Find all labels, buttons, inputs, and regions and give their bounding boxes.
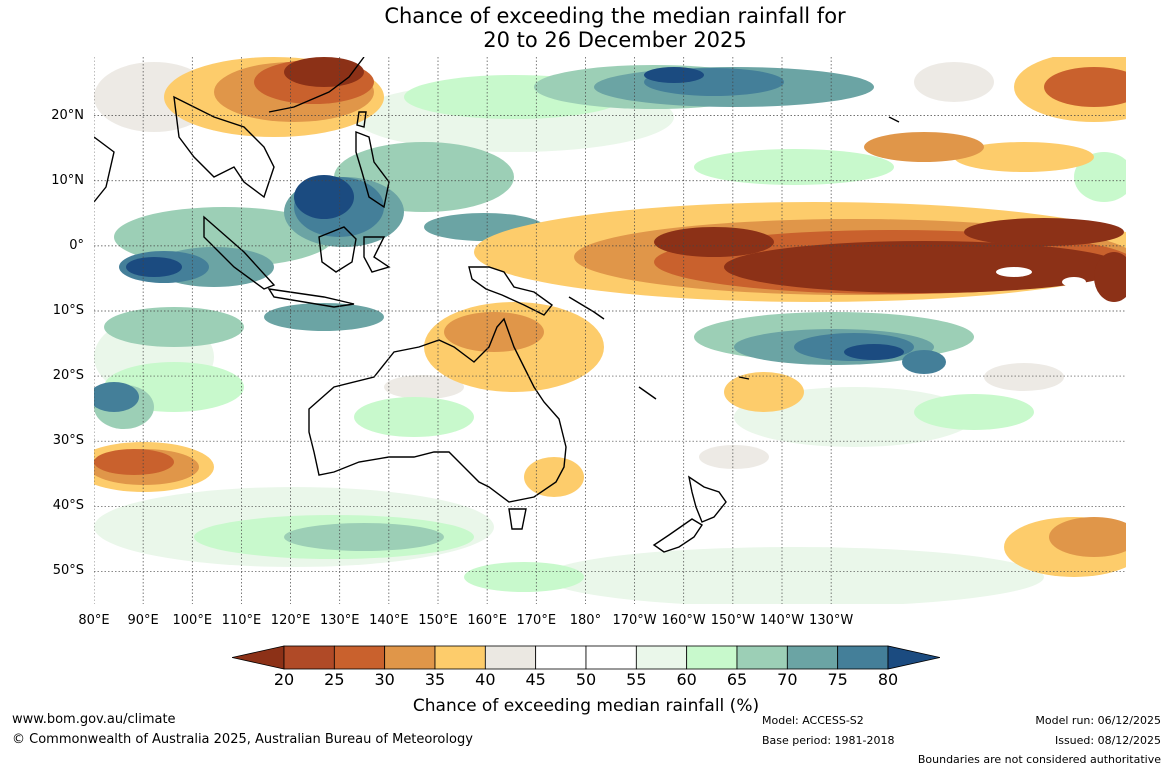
longitude-label: 110°E	[221, 613, 262, 628]
boundaries-disclaimer: Boundaries are not considered authoritat…	[917, 753, 1161, 766]
fiji-coastline	[738, 376, 750, 380]
philippines-coastline	[355, 130, 390, 209]
colorbar	[232, 645, 940, 670]
colorbar-tick-label: 30	[374, 670, 395, 689]
latitude-label: 10°N	[51, 172, 84, 188]
colorbar-tick-label: 45	[525, 670, 546, 689]
colorbar-title: Chance of exceeding median rainfall (%)	[412, 696, 760, 716]
new-zealand-north-coastline	[687, 475, 727, 523]
colorbar-tick-label: 40	[475, 670, 496, 689]
colorbar-tick-label: 50	[575, 670, 597, 689]
colorbar-bin	[535, 645, 587, 670]
base-period: Base period: 1981-2018	[762, 734, 895, 747]
longitude-label: 140°E	[369, 613, 409, 628]
colorbar-bin	[837, 645, 889, 670]
latitude-label: 10°S	[52, 302, 84, 318]
wet-spots-in-dry-band	[996, 267, 1086, 287]
website-link[interactable]: www.bom.gov.au/climate	[12, 712, 176, 727]
solomon-islands-coastline	[568, 296, 605, 320]
longitude-label: 90°E	[127, 613, 159, 628]
tasmania-coastline	[508, 508, 527, 530]
colorbar-bin	[786, 645, 839, 670]
latitude-label: 40°S	[52, 498, 84, 514]
australia-coastline	[308, 317, 567, 503]
new-caledonia-coastline	[638, 386, 657, 400]
longitude-label: 170°W	[612, 613, 657, 628]
longitude-label: 100°E	[172, 613, 213, 628]
latitude-label: 20°S	[52, 368, 84, 384]
colorbar-bin	[635, 645, 688, 670]
longitude-label: 160°W	[661, 613, 706, 628]
latitude-label: 20°N	[51, 107, 84, 123]
colorbar-tick-label: 25	[324, 670, 345, 689]
longitude-label: 140°W	[759, 613, 805, 628]
longitude-label: 130°W	[809, 613, 854, 628]
china-coastline	[268, 57, 365, 113]
colorbar-bin	[736, 645, 788, 670]
longitude-label: 180°	[569, 613, 602, 628]
colorbar-over-arrow	[887, 645, 940, 670]
title-line-2: 20 to 26 December 2025	[483, 28, 747, 52]
model-name: Model: ACCESS-S2	[762, 714, 864, 727]
colorbar-bin	[283, 645, 335, 670]
longitude-label: 130°E	[319, 613, 360, 628]
colorbar-bin	[384, 645, 436, 670]
copyright-text: © Commonwealth of Australia 2025, Austra…	[12, 732, 473, 747]
hawaii-coastline	[888, 116, 900, 123]
colorbar-tick-label: 75	[827, 670, 848, 689]
longitude-label: 160°E	[467, 613, 507, 628]
borneo-coastline	[318, 226, 357, 273]
java-coastline	[267, 288, 355, 308]
colorbar-bin	[434, 645, 486, 670]
indochina-coastline	[173, 95, 275, 199]
longitude-label: 150°W	[710, 613, 755, 628]
longitude-label: 80°E	[78, 613, 110, 628]
longitude-label: 150°E	[418, 613, 458, 628]
longitude-label: 170°E	[516, 613, 557, 628]
latitude-label: 0°	[69, 237, 84, 253]
colorbar-bin	[333, 645, 386, 670]
colorbar-tick-label: 80	[877, 670, 899, 689]
title-line-1: Chance of exceeding the median rainfall …	[384, 4, 846, 28]
colorbar-bin	[686, 645, 738, 670]
colorbar-bin	[585, 645, 637, 670]
colorbar-tick-label: 70	[777, 670, 798, 689]
issued-date: Issued: 08/12/2025	[1054, 734, 1161, 747]
latitude-label: 50°S	[52, 563, 84, 579]
model-run-date: Model run: 06/12/2025	[1035, 714, 1161, 727]
colorbar-tick-label: 35	[424, 670, 446, 689]
new-zealand-south-coastline	[652, 518, 703, 553]
longitude-label: 120°E	[270, 613, 311, 628]
coastlines	[94, 57, 900, 553]
graticule	[94, 57, 1126, 604]
dark-blue-regions	[126, 67, 904, 360]
new-guinea-coastline	[468, 266, 554, 316]
colorbar-tick-label: 60	[676, 670, 697, 689]
colorbar-tick-label: 65	[726, 670, 748, 689]
colorbar-tick-label: 55	[626, 670, 647, 689]
taiwan-coastline	[356, 111, 367, 128]
sumatra-coastline	[203, 215, 276, 290]
india-coastline	[94, 136, 115, 203]
latitude-label: 30°S	[52, 433, 84, 449]
colorbar-under-arrow	[232, 645, 285, 670]
map-title: Chance of exceeding the median rainfall …	[0, 4, 1173, 52]
rainfall-probability-map	[94, 57, 1126, 604]
colorbar-tick-label: 20	[273, 670, 295, 689]
colorbar-bin	[484, 645, 537, 670]
